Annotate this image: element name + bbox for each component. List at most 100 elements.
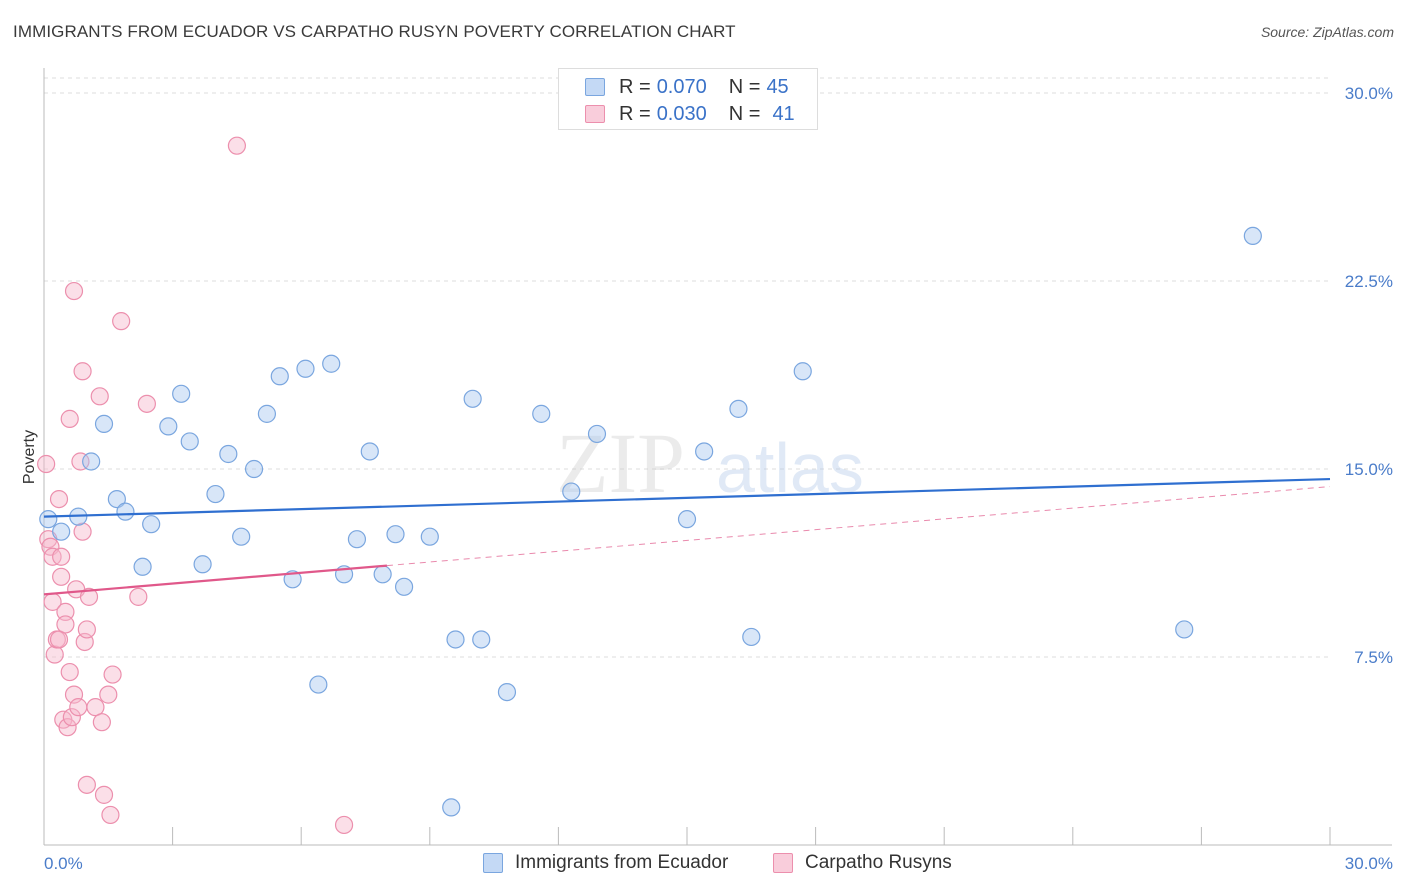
data-point-ecuador: [206, 484, 225, 504]
data-point-ecuador: [193, 555, 212, 574]
grid-layer: [44, 77, 1330, 658]
legend-swatch-pink: [773, 853, 793, 873]
legend-n-label: N =: [728, 102, 761, 125]
data-point-ecuador: [39, 510, 58, 529]
data-point-ecuador: [232, 527, 251, 546]
trend-line-carpatho-extrapolated: [386, 486, 1331, 567]
data-point-ecuador: [695, 442, 714, 461]
data-point-ecuador: [52, 522, 71, 541]
data-point-carpatho: [92, 713, 111, 732]
y-tick-label: 30.0%: [1345, 84, 1393, 103]
y-tick-label: 15.0%: [1345, 460, 1393, 479]
data-point-carpatho: [73, 522, 92, 541]
legend-item-ecuador: Immigrants from Ecuador: [483, 852, 728, 874]
data-point-ecuador: [386, 525, 405, 544]
data-point-carpatho: [56, 602, 75, 621]
data-point-carpatho: [227, 136, 246, 155]
data-point-carpatho: [86, 698, 105, 717]
data-point-carpatho: [73, 362, 92, 381]
data-point-ecuador: [497, 683, 517, 702]
data-point-carpatho: [129, 587, 148, 606]
data-point-carpatho: [71, 452, 90, 471]
data-point-carpatho: [49, 630, 69, 649]
data-point-carpatho: [45, 645, 64, 664]
data-point-carpatho: [99, 685, 118, 704]
legend-swatch-blue: [585, 78, 605, 96]
data-point-carpatho: [37, 454, 56, 474]
data-point-ecuador: [587, 424, 607, 444]
tick-labels: 7.5% 15.0% 22.5% 30.0% 0.0% 30.0%: [44, 84, 1393, 873]
legend-item-carpatho: Carpatho Rusyns: [773, 852, 952, 874]
data-point-ecuador: [1243, 226, 1262, 246]
data-point-ecuador: [472, 630, 491, 649]
data-point-ecuador: [159, 417, 178, 436]
data-point-carpatho: [112, 312, 131, 331]
legend-row-ecuador: R = 0.070 N = 45: [585, 75, 789, 99]
data-point-carpatho: [103, 665, 122, 684]
data-point-ecuador: [296, 359, 315, 378]
legend-r-value: 0.030: [656, 102, 707, 125]
legend-n-value: 41: [772, 102, 795, 125]
data-point-ecuador: [172, 384, 191, 403]
legend-r-label: R =: [619, 102, 651, 125]
data-point-carpatho: [77, 775, 96, 794]
legend-row-carpatho: R = 0.030 N = 41: [585, 102, 795, 126]
x-tick-label: 30.0%: [1345, 854, 1393, 873]
legend-n-label: N =: [728, 75, 761, 98]
data-point-ecuador: [677, 510, 697, 529]
trend-line-carpatho: [43, 564, 388, 596]
data-point-ecuador: [257, 404, 277, 423]
watermark-zip: ZIP: [556, 415, 685, 511]
data-point-ecuador: [94, 414, 114, 434]
data-point-carpatho: [56, 615, 75, 634]
data-point-ecuador: [562, 482, 581, 501]
axis-layer: [43, 68, 1392, 846]
series-ecuador: [39, 226, 1262, 817]
data-point-ecuador: [244, 459, 264, 479]
data-point-ecuador: [116, 502, 135, 521]
data-point-carpatho: [60, 409, 79, 428]
series-legend: Immigrants from Ecuador Carpatho Rusyns: [0, 852, 1406, 878]
legend-r-value: 0.070: [656, 75, 707, 98]
legend-item-label: Carpatho Rusyns: [805, 852, 952, 873]
trend-layer: [43, 477, 1331, 596]
legend-item-label: Immigrants from Ecuador: [515, 852, 729, 873]
data-point-carpatho: [101, 805, 120, 825]
data-point-ecuador: [446, 630, 465, 649]
data-point-carpatho: [60, 662, 79, 682]
data-point-ecuador: [742, 627, 761, 647]
data-point-carpatho: [49, 489, 69, 509]
data-point-carpatho: [94, 785, 114, 804]
data-point-carpatho: [90, 387, 109, 406]
data-point-ecuador: [309, 675, 328, 694]
data-point-ecuador: [82, 452, 101, 471]
y-axis-label: Poverty: [21, 430, 38, 484]
y-tick-label: 22.5%: [1345, 272, 1393, 291]
data-point-carpatho: [137, 394, 156, 413]
data-point-ecuador: [420, 527, 439, 546]
legend-swatch-blue: [483, 853, 503, 873]
legend-r-label: R =: [619, 75, 651, 98]
data-point-ecuador: [729, 399, 748, 418]
legend-n-value: 45: [766, 75, 789, 98]
data-point-ecuador: [793, 362, 812, 381]
series-carpatho-rusyns: [37, 136, 354, 835]
stats-legend: R = 0.070 N = 45 R = 0.030 N = 41: [558, 68, 818, 130]
data-point-carpatho: [334, 815, 354, 835]
data-point-ecuador: [322, 354, 341, 373]
data-point-ecuador: [219, 444, 238, 464]
data-point-ecuador: [1175, 620, 1194, 639]
data-point-ecuador: [442, 798, 461, 817]
data-point-carpatho: [52, 567, 71, 586]
data-point-carpatho: [77, 620, 96, 639]
data-point-ecuador: [463, 389, 482, 408]
data-point-ecuador: [360, 442, 379, 461]
y-tick-label: 7.5%: [1354, 648, 1393, 667]
data-point-ecuador: [373, 565, 392, 584]
data-point-carpatho: [62, 708, 81, 727]
data-point-ecuador: [142, 515, 161, 534]
data-point-ecuador: [107, 489, 126, 509]
data-point-ecuador: [394, 577, 414, 596]
data-point-ecuador: [133, 557, 152, 576]
